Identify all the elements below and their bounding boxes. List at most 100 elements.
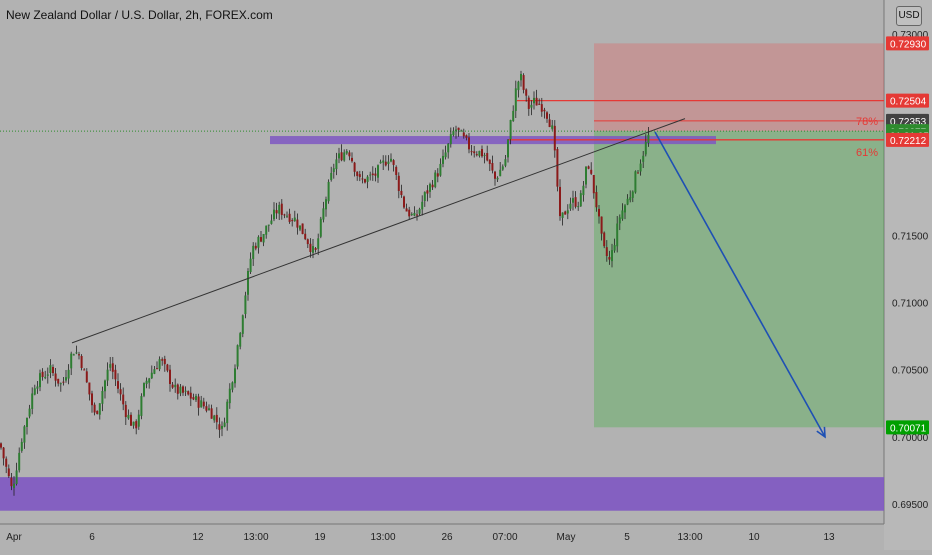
x-tick-label: 5 (624, 532, 630, 543)
candle-body (600, 216, 603, 234)
candle-body (629, 197, 632, 201)
x-tick-label: 13:00 (370, 532, 395, 543)
candle-body (517, 81, 520, 91)
candle-body (163, 358, 166, 365)
candle-body (585, 166, 587, 185)
candle-body (465, 135, 468, 138)
risk-zone (594, 43, 884, 132)
candle-body (543, 109, 546, 112)
x-tick-label: May (557, 532, 576, 543)
candle-body (278, 204, 281, 214)
candle-body (174, 384, 177, 388)
candle-body (634, 171, 637, 193)
candle-body (215, 414, 218, 423)
candle-body (46, 374, 49, 376)
x-tick-label: 19 (314, 532, 326, 543)
currency-button[interactable]: USD (896, 6, 922, 26)
candle-body (522, 75, 525, 90)
candle-body (361, 178, 364, 180)
candle-body (265, 225, 268, 235)
candle-body (218, 424, 221, 430)
price-label: 0.72504 (890, 97, 927, 108)
candle-body (109, 364, 112, 368)
candle-body (582, 185, 585, 196)
candle-body (135, 421, 138, 429)
candle-body (494, 171, 496, 179)
candle-body (119, 389, 122, 395)
candle-body (348, 152, 351, 157)
x-tick-label: 26 (441, 532, 453, 543)
candle-body (468, 137, 470, 150)
candle-body (75, 352, 78, 354)
candle-body (644, 141, 647, 155)
candle-body (101, 390, 104, 404)
candle-body (325, 199, 327, 210)
candle-body (605, 247, 608, 256)
candle-body (127, 414, 130, 419)
candle-body (449, 134, 452, 145)
candle-body (590, 169, 593, 174)
candle-body (551, 125, 554, 129)
candle-body (96, 410, 99, 414)
candle-body (343, 152, 346, 161)
candle-body (332, 168, 335, 173)
candle-body (208, 408, 210, 411)
candle-body (5, 458, 8, 467)
candle-body (117, 381, 119, 389)
candle-body (577, 206, 580, 208)
candle-body (392, 160, 395, 165)
candle-body (322, 208, 325, 220)
candle-body (538, 103, 541, 105)
candle-body (299, 225, 301, 230)
candle-body (618, 217, 621, 224)
plot-background (0, 0, 884, 524)
fib-label-61: 61% (856, 147, 878, 159)
candle-body (140, 396, 143, 416)
candle-body (533, 97, 535, 104)
candle-body (166, 364, 169, 371)
candle-body (530, 104, 533, 108)
price-label-box (886, 132, 929, 147)
candle-body (455, 129, 457, 132)
y-tick-label: 0.70500 (892, 366, 929, 377)
candle-body (462, 132, 465, 137)
candle-body (444, 152, 447, 158)
candle-body (49, 365, 52, 374)
candle-body (473, 151, 476, 154)
candle-body (335, 159, 338, 170)
candle-body (395, 166, 398, 176)
candle-body (587, 166, 590, 169)
candle-body (377, 165, 379, 178)
candle-body (124, 404, 127, 418)
candle-body (286, 215, 288, 217)
candle-body (613, 245, 616, 251)
candle-body (358, 174, 361, 178)
candle-body (447, 143, 450, 153)
candle-body (254, 245, 257, 249)
candle-body (70, 353, 73, 369)
candle-body (603, 232, 606, 247)
candle-body (379, 161, 382, 164)
y-tick-label: 0.69500 (892, 500, 929, 511)
candle-body (228, 388, 231, 404)
candle-body (470, 151, 473, 153)
candle-body (410, 213, 413, 215)
candle-body (221, 425, 223, 429)
candle-body (7, 468, 10, 477)
candle-body (366, 176, 369, 182)
y-tick-label: 0.71000 (892, 299, 929, 310)
candle-body (595, 192, 598, 208)
candle-body (481, 149, 483, 157)
candle-body (41, 371, 44, 378)
trendline (71, 118, 686, 344)
candle-body (405, 208, 408, 212)
candle-body (499, 169, 502, 177)
candle-body (434, 172, 437, 187)
candle-body (213, 415, 216, 421)
candle-body (647, 134, 650, 144)
candle-body (267, 224, 270, 226)
candle-body (356, 171, 359, 176)
x-tick-label: 13 (823, 532, 835, 543)
